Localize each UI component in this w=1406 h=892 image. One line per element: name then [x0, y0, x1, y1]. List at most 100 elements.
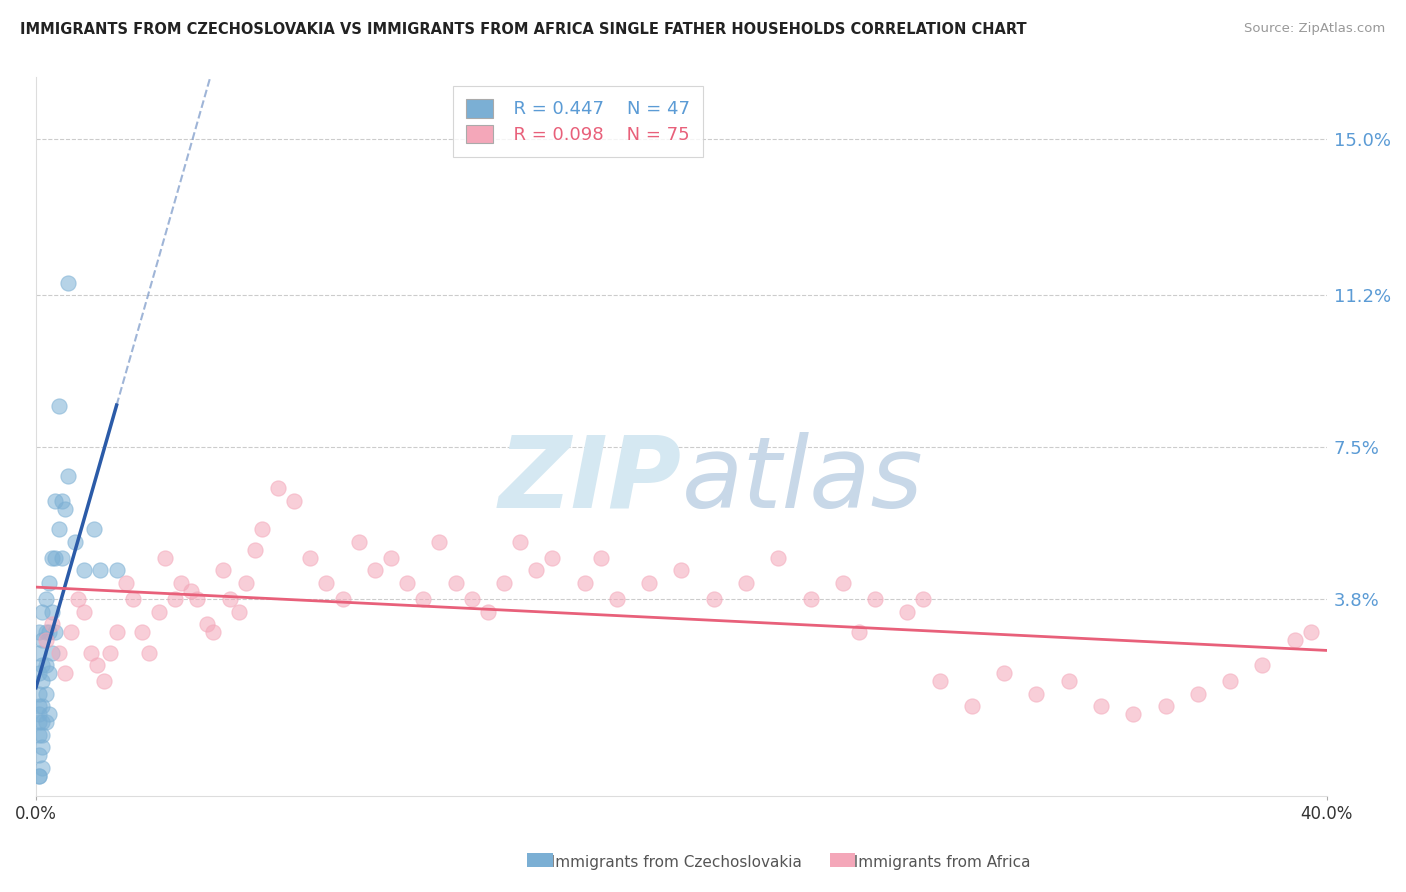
Point	[396, 575, 419, 590]
Point	[848, 625, 870, 640]
Point	[250, 522, 273, 536]
Point	[148, 605, 170, 619]
Point	[1090, 699, 1112, 714]
Point	[34, 687, 56, 701]
Point	[245, 543, 267, 558]
Point	[638, 575, 661, 590]
Point	[80, 646, 103, 660]
Point	[31, 605, 53, 619]
Point	[896, 605, 918, 619]
Point	[492, 575, 515, 590]
Point	[31, 715, 53, 730]
Point	[51, 493, 73, 508]
Point	[34, 625, 56, 640]
Point	[1154, 699, 1177, 714]
Point	[735, 575, 758, 590]
Point	[380, 551, 402, 566]
Point	[48, 646, 70, 660]
Point	[105, 564, 128, 578]
Point	[299, 551, 322, 566]
Point	[31, 674, 53, 689]
Point	[41, 616, 63, 631]
Point	[163, 592, 186, 607]
Point	[315, 575, 337, 590]
Point	[28, 625, 51, 640]
Point	[86, 657, 108, 672]
Point	[993, 666, 1015, 681]
Point	[115, 575, 138, 590]
Point	[44, 625, 66, 640]
Point	[831, 575, 853, 590]
Point	[73, 605, 96, 619]
Point	[138, 646, 160, 660]
Point	[28, 646, 51, 660]
Point	[28, 666, 51, 681]
Point	[283, 493, 305, 508]
Point	[1251, 657, 1274, 672]
Point	[589, 551, 612, 566]
Point	[524, 564, 547, 578]
Point	[44, 551, 66, 566]
Point	[671, 564, 693, 578]
Point	[180, 584, 202, 599]
Text: Source: ZipAtlas.com: Source: ZipAtlas.com	[1244, 22, 1385, 36]
Point	[863, 592, 886, 607]
Point	[332, 592, 354, 607]
Point	[31, 728, 53, 742]
Point	[574, 575, 596, 590]
Point	[31, 699, 53, 714]
Point	[34, 592, 56, 607]
Point	[28, 728, 51, 742]
Point	[63, 534, 86, 549]
Point	[121, 592, 143, 607]
Point	[228, 605, 250, 619]
Point	[928, 674, 950, 689]
Point	[347, 534, 370, 549]
Point	[31, 740, 53, 755]
Text: Immigrants from Africa: Immigrants from Africa	[844, 855, 1031, 870]
Point	[1187, 687, 1209, 701]
Point	[364, 564, 387, 578]
Point	[28, 769, 51, 783]
Point	[38, 575, 60, 590]
Point	[1299, 625, 1322, 640]
Point	[34, 715, 56, 730]
Point	[44, 493, 66, 508]
Point	[460, 592, 482, 607]
Point	[1025, 687, 1047, 701]
Point	[28, 707, 51, 722]
Point	[541, 551, 564, 566]
Point	[58, 276, 80, 290]
Point	[73, 564, 96, 578]
Text: ZIP: ZIP	[499, 432, 682, 529]
Point	[427, 534, 450, 549]
Point	[31, 761, 53, 775]
Point	[83, 522, 105, 536]
Point	[51, 551, 73, 566]
Point	[202, 625, 225, 640]
Point	[28, 769, 51, 783]
Point	[28, 748, 51, 763]
Point	[34, 657, 56, 672]
Point	[153, 551, 176, 566]
Point	[509, 534, 531, 549]
Point	[1219, 674, 1241, 689]
Point	[170, 575, 193, 590]
Point	[218, 592, 240, 607]
Point	[912, 592, 935, 607]
Point	[212, 564, 235, 578]
Legend:   R = 0.447    N = 47,   R = 0.098    N = 75: R = 0.447 N = 47, R = 0.098 N = 75	[454, 87, 703, 157]
Point	[28, 687, 51, 701]
Point	[186, 592, 208, 607]
Point	[38, 707, 60, 722]
Point	[412, 592, 434, 607]
Point	[53, 666, 76, 681]
Point	[38, 666, 60, 681]
Point	[89, 564, 111, 578]
Point	[1284, 633, 1306, 648]
Point	[31, 633, 53, 648]
Point	[31, 657, 53, 672]
Text: IMMIGRANTS FROM CZECHOSLOVAKIA VS IMMIGRANTS FROM AFRICA SINGLE FATHER HOUSEHOLD: IMMIGRANTS FROM CZECHOSLOVAKIA VS IMMIGR…	[20, 22, 1026, 37]
Point	[53, 501, 76, 516]
Point	[34, 633, 56, 648]
